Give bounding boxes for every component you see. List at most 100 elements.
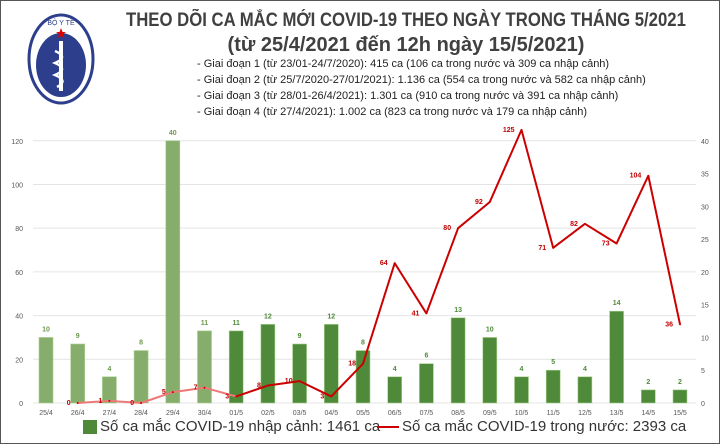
line-point <box>235 395 238 398</box>
line-point <box>108 399 111 402</box>
x-axis-tick: 15/5 <box>673 410 687 417</box>
right-axis-tick: 10 <box>701 335 709 342</box>
legend-domestic-label: Số ca mắc COVID-19 trong nước: 2393 ca <box>402 418 687 435</box>
legend-imported: Số ca mắc COVID-19 nhập cảnh: 1461 ca <box>83 418 380 435</box>
bar <box>387 376 403 404</box>
bar-label: 4 <box>520 366 524 373</box>
line-segment <box>299 380 332 398</box>
x-axis-tick: 27/4 <box>103 410 117 417</box>
x-axis-tick: 07/5 <box>420 410 434 417</box>
bar <box>482 337 498 404</box>
right-axis-tick: 25 <box>701 237 709 244</box>
phase-notes: - Giai đoạn 1 (từ 23/01-24/7/2020): 415 … <box>197 56 646 120</box>
bar-label: 4 <box>583 366 587 373</box>
line-point <box>520 128 523 131</box>
line-label: 80 <box>443 225 451 232</box>
line-label: 0 <box>67 400 71 407</box>
line-segment <box>77 399 110 404</box>
bar-label: 11 <box>232 320 240 327</box>
bar <box>133 350 149 404</box>
bar <box>197 330 212 404</box>
x-axis-tick: 03/5 <box>293 410 307 417</box>
line-label: 104 <box>630 173 642 180</box>
x-axis-tick: 02/5 <box>261 410 275 417</box>
line-label: 92 <box>475 199 483 206</box>
line-point <box>615 242 618 245</box>
line-label: 36 <box>665 321 673 328</box>
line-label: 18 <box>348 361 356 368</box>
bar <box>102 376 117 404</box>
line-label: 5 <box>162 389 166 396</box>
bar <box>292 343 307 404</box>
x-axis-tick: 11/5 <box>547 410 560 417</box>
x-axis-tick: 13/5 <box>610 410 624 417</box>
bar-label: 2 <box>678 379 682 386</box>
bar <box>514 376 529 404</box>
line-label: 3 <box>225 393 229 400</box>
line-label: 10 <box>285 378 293 385</box>
line-segment <box>584 222 618 245</box>
bar-label: 8 <box>139 340 143 347</box>
x-axis-tick: 01/5 <box>229 410 243 417</box>
left-axis-tick: 100 <box>11 182 23 189</box>
line-label: 3 <box>320 393 324 400</box>
note-phase-4: - Giai đoạn 4 (từ 27/4/2021): 1.002 ca (… <box>197 106 588 118</box>
bar-label: 12 <box>264 313 272 320</box>
title-line-2: (từ 25/4/2021 đến 12h ngày 15/5/2021) <box>227 34 585 56</box>
line-label: 64 <box>380 260 388 267</box>
ministry-of-health-logo: BỘ Y TẾ <box>27 13 95 105</box>
line-label: 8 <box>257 383 261 390</box>
title-line-1: THEO DÕI CA MẮC MỚI COVID-19 THEO NGÀY T… <box>126 10 686 31</box>
line-point <box>552 246 555 249</box>
line-segment <box>172 386 205 394</box>
x-axis-tick: 08/5 <box>451 410 465 417</box>
bar <box>355 350 371 404</box>
left-axis-tick: 120 <box>11 139 23 146</box>
bar-label: 40 <box>169 130 177 137</box>
line-segment <box>330 362 364 398</box>
bar-label: 9 <box>298 333 302 340</box>
left-axis-tick: 40 <box>15 314 23 321</box>
bar <box>260 324 276 404</box>
line-label: 7 <box>194 385 198 392</box>
x-axis-tick: 12/5 <box>578 410 592 417</box>
x-axis-tick: 29/4 <box>166 410 180 417</box>
legend-domestic: Số ca mắc COVID-19 trong nước: 2393 ca <box>377 418 686 435</box>
line-point <box>583 222 586 225</box>
bar <box>228 330 244 404</box>
chart-title: THEO DÕI CA MẮC MỚI COVID-19 THEO NGÀY T… <box>121 9 691 58</box>
legend-bar-swatch <box>83 419 97 434</box>
right-axis-tick: 15 <box>701 303 709 310</box>
line-label: 71 <box>538 245 546 252</box>
line-point <box>457 227 460 230</box>
line-segment <box>267 380 300 387</box>
line-point <box>140 402 143 404</box>
bar <box>640 389 656 404</box>
right-axis-tick: 5 <box>701 368 705 375</box>
line-segment <box>520 129 555 249</box>
bar-label: 4 <box>393 366 397 373</box>
line-point <box>362 362 364 365</box>
legend-line-swatch <box>377 425 399 428</box>
line-segment <box>457 201 491 229</box>
x-axis-tick: 09/5 <box>483 410 497 417</box>
bar <box>450 317 466 404</box>
line-segment <box>425 227 460 314</box>
bar-label: 12 <box>327 313 335 320</box>
left-axis-tick: 60 <box>15 270 23 277</box>
left-axis-tick: 20 <box>15 357 23 364</box>
bar <box>577 376 593 404</box>
x-axis-tick: 06/5 <box>388 410 402 417</box>
bar-label: 4 <box>107 366 111 373</box>
line-segment <box>204 386 237 398</box>
line-point <box>647 174 650 177</box>
left-axis-tick: 0 <box>19 401 23 408</box>
line-point <box>171 391 174 394</box>
note-phase-3: - Giai đoạn 3 (từ 28/01-26/4/2021): 1.30… <box>197 90 619 102</box>
bar <box>545 369 561 404</box>
bar <box>165 140 181 404</box>
line-segment <box>393 262 428 314</box>
note-phase-1: - Giai đoạn 1 (từ 23/01-24/7/2020): 415 … <box>197 58 610 70</box>
bar-label: 5 <box>551 359 555 366</box>
